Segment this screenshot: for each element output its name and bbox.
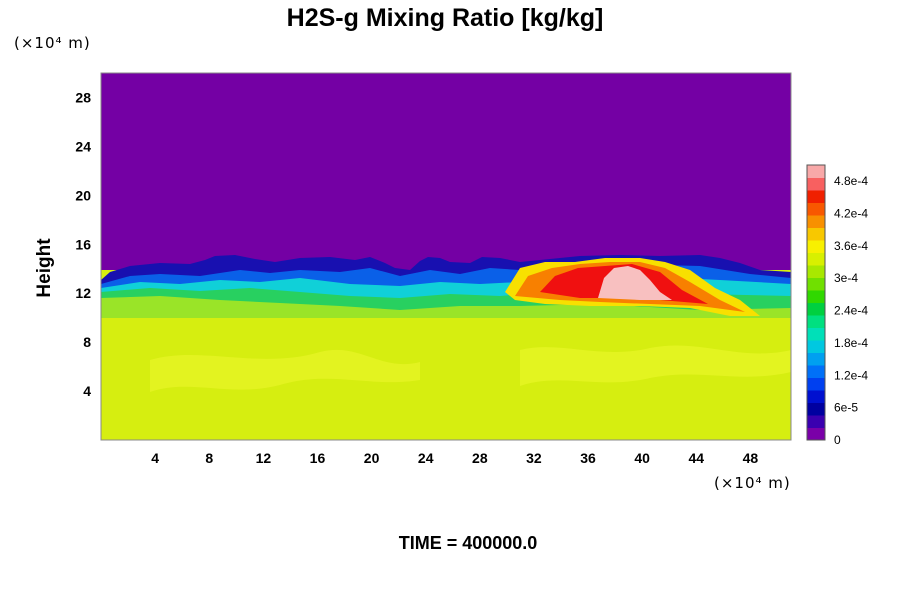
colorbar-frame bbox=[806, 164, 826, 441]
colorbar-tick-label: 3e-4 bbox=[834, 271, 858, 285]
x-tick-label: 8 bbox=[205, 450, 213, 466]
colorbar-cell bbox=[807, 427, 825, 441]
x-tick-label: 40 bbox=[634, 450, 650, 466]
colorbar-cell bbox=[807, 377, 825, 391]
y-axis-unit: (×10⁴ m) bbox=[14, 34, 91, 52]
colorbar-cell bbox=[807, 302, 825, 316]
hotspot-pink bbox=[598, 266, 672, 300]
x-tick-label: 44 bbox=[689, 450, 705, 466]
y-tick-label: 24 bbox=[75, 138, 91, 154]
x-tick-label: 24 bbox=[418, 450, 434, 466]
colorbar-tick-label: 2.4e-4 bbox=[834, 304, 868, 318]
colorbar-cell bbox=[807, 340, 825, 353]
colorbar-cell bbox=[807, 227, 825, 241]
y-tick-label: 4 bbox=[83, 383, 91, 399]
plot-frame bbox=[100, 72, 792, 441]
colorbar: 0 6e-5 1.2e-4 1.8e-4 2.4e-4 3e-4 3.6e-4 4.2e-4 4… bbox=[806, 164, 868, 447]
x-tick-label: 32 bbox=[526, 450, 542, 466]
colorbar-cell bbox=[807, 290, 825, 303]
colorbar-tick-label: 1.2e-4 bbox=[834, 368, 868, 382]
lower-streak-2 bbox=[520, 345, 791, 386]
colorbar-cell bbox=[807, 240, 825, 253]
chart-title: H2S-g Mixing Ratio [kg/kg] bbox=[287, 4, 604, 32]
colorbar-cell bbox=[807, 265, 825, 278]
y-tick-label: 20 bbox=[75, 187, 91, 203]
x-tick-label: 48 bbox=[743, 450, 759, 466]
heatmap-field bbox=[101, 73, 791, 440]
colorbar-cell bbox=[807, 215, 825, 228]
y-tick-label: 12 bbox=[75, 285, 91, 301]
colorbar-cell bbox=[807, 327, 825, 341]
colorbar-cell bbox=[807, 277, 825, 291]
x-tick-label: 4 bbox=[151, 450, 159, 466]
colorbar-tick-label: 6e-5 bbox=[834, 401, 858, 415]
x-tick-label: 12 bbox=[256, 450, 272, 466]
lower-streak bbox=[150, 349, 420, 392]
y-axis-label: Height bbox=[34, 238, 55, 298]
y-tick-labels: 4 8 12 16 20 24 28 bbox=[75, 89, 91, 399]
time-label: TIME = 400000.0 bbox=[399, 533, 538, 553]
x-tick-label: 28 bbox=[472, 450, 488, 466]
colorbar-cell bbox=[807, 177, 825, 191]
colorbar-cell bbox=[807, 165, 825, 178]
y-tick-label: 28 bbox=[75, 89, 91, 105]
x-tick-label: 20 bbox=[364, 450, 380, 466]
colorbar-cell bbox=[807, 365, 825, 378]
colorbar-cell bbox=[807, 252, 825, 266]
colorbar-tick-labels: 0 6e-5 1.2e-4 1.8e-4 2.4e-4 3e-4 3.6e-4 4.2e-4 4… bbox=[834, 174, 868, 447]
colorbar-cells bbox=[807, 165, 825, 441]
colorbar-cell bbox=[807, 415, 825, 428]
colorbar-tick-label: 1.8e-4 bbox=[834, 336, 868, 350]
colorbar-tick-label: 0 bbox=[834, 433, 841, 447]
x-tick-label: 16 bbox=[310, 450, 326, 466]
colorbar-cell bbox=[807, 402, 825, 416]
colorbar-tick-label: 4.2e-4 bbox=[834, 207, 868, 221]
x-tick-labels: 4 8 12 16 20 24 28 32 36 40 44 48 bbox=[151, 450, 758, 466]
colorbar-cell bbox=[807, 190, 825, 203]
y-tick-label: 16 bbox=[75, 236, 91, 252]
colorbar-cell bbox=[807, 202, 825, 216]
colorbar-cell bbox=[807, 390, 825, 403]
y-tick-label: 8 bbox=[83, 334, 91, 350]
x-axis-unit: (×10⁴ m) bbox=[714, 474, 791, 492]
x-tick-label: 36 bbox=[580, 450, 596, 466]
colorbar-tick-label: 3.6e-4 bbox=[834, 239, 868, 253]
colorbar-cell bbox=[807, 315, 825, 328]
colorbar-tick-label: 4.8e-4 bbox=[834, 174, 868, 188]
colorbar-cell bbox=[807, 352, 825, 366]
